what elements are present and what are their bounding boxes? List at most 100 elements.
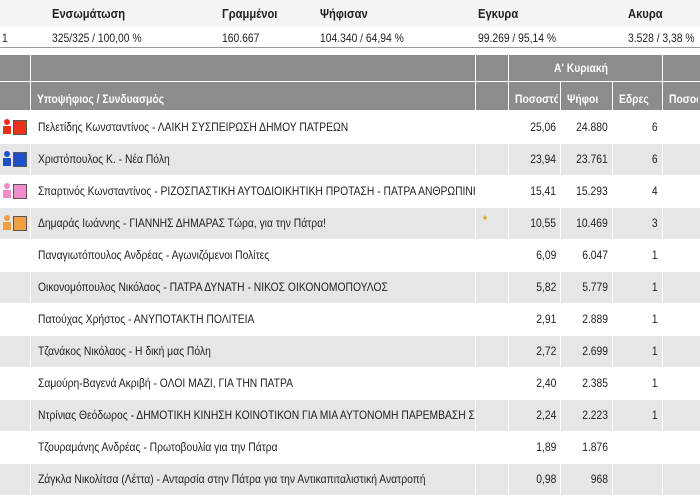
cell-text: 6,09 (535, 248, 556, 262)
table-cell: 1 (613, 304, 662, 335)
table-cell: 2.699 (561, 336, 612, 367)
table-cell (476, 144, 508, 175)
table-cell (663, 112, 700, 143)
summary-header: Ψήφισαν (320, 5, 376, 23)
cell-text: 2,24 (535, 408, 556, 422)
cell-text: Πελετίδης Κωνσταντίνος - ΛΑΙΚΗ ΣΥΣΠΕΙΡΩΣ… (38, 120, 349, 134)
table-cell (663, 400, 700, 431)
table-cell: 1 (613, 368, 662, 399)
cell-text: Ντρίνιας Θεόδωρος - ΔΗΜΟΤΙΚΗ ΚΙΝΗΣΗ ΚΟΙΝ… (38, 408, 475, 422)
table-cell (663, 176, 700, 207)
table-cell: Ντρίνιας Θεόδωρος - ΔΗΜΟΤΙΚΗ ΚΙΝΗΣΗ ΚΟΙΝ… (31, 400, 475, 431)
cell-text: Σπαρτινός Κωνσταντίνος - ΡΙΖΟΣΠΑΣΤΙΚΗ ΑΥ… (38, 184, 475, 198)
cell-text: 25,06 (530, 120, 556, 134)
summary-value: 325/325 / 100,00 % (52, 29, 156, 47)
table-cell: 23.761 (561, 144, 612, 175)
table-cell: 10.469 (561, 208, 612, 239)
table-cell (0, 112, 30, 143)
cell-text: 5,82 (535, 280, 556, 294)
summary-value-text: 104.340 / 64,94 % (320, 31, 404, 45)
table-cell (663, 144, 700, 175)
table-cell: 1 (613, 272, 662, 303)
table-cell (0, 432, 30, 463)
marker: * (483, 213, 488, 227)
table-cell: 2.889 (561, 304, 612, 335)
table-cell: Πελετίδης Κωνσταντίνος - ΛΑΙΚΗ ΣΥΣΠΕΙΡΩΣ… (31, 112, 475, 143)
table-cell: Οικονομόπουλος Νικόλαος - ΠΑΤΡΑ ΔΥΝΑΤΗ -… (31, 272, 475, 303)
cell-text: 10,55 (530, 216, 556, 230)
table-cell (476, 336, 508, 367)
table-cell: * (476, 208, 508, 239)
column-header-text: Ψήφοι (567, 92, 599, 106)
cell-text: 0,98 (535, 472, 556, 486)
table-cell (476, 368, 508, 399)
cell-text: Τζανάκος Νικόλαος - Η δική μας Πόλη (38, 344, 211, 358)
header-cell (31, 55, 475, 81)
header-cell (0, 55, 30, 81)
summary-value: 99.269 / 95,14 % (478, 29, 569, 47)
header-cell (476, 82, 508, 110)
table-cell (663, 432, 700, 463)
group-header-text: Α' Κυριακή (554, 61, 609, 75)
summary-header-bar (0, 0, 700, 26)
cell-text: Δημαράς Ιωάννης - ΓΙΑΝΝΗΣ ΔΗΜΑΡΑΣ Τώρα, … (38, 216, 326, 230)
header-cell (663, 55, 700, 81)
table-cell: 23,94 (509, 144, 560, 175)
table-cell (0, 336, 30, 367)
table-cell: Παναγιωτόπουλος Ανδρέας - Αγωνιζόμενοι Π… (31, 240, 475, 271)
table-cell: 6,09 (509, 240, 560, 271)
cell-text: 1 (652, 344, 658, 358)
table-cell (0, 368, 30, 399)
cell-text: 4 (652, 184, 658, 198)
cell-text: 2.889 (582, 312, 608, 326)
cell-text: 1 (652, 312, 658, 326)
column-header-text: Ποσοστό (515, 92, 558, 106)
summary-header-text: Ψήφισαν (320, 6, 368, 21)
table-cell: Τζουραμάνης Ανδρέας - Πρωτοβουλία για τη… (31, 432, 475, 463)
table-cell: 2,40 (509, 368, 560, 399)
table-cell (476, 464, 508, 495)
table-cell (476, 240, 508, 271)
table-cell: 1 (613, 400, 662, 431)
column-header: Εδρες (619, 82, 660, 110)
table-cell: 24.880 (561, 112, 612, 143)
cell-text: Τζουραμάνης Ανδρέας - Πρωτοβουλία για τη… (38, 440, 278, 454)
table-cell (663, 368, 700, 399)
cell-text: 24.880 (576, 120, 608, 134)
table-cell: 2.223 (561, 400, 612, 431)
summary-value: 1 (2, 29, 9, 47)
table-cell: 2,91 (509, 304, 560, 335)
table-cell (613, 432, 662, 463)
column-header: Ποσοστό (515, 82, 558, 110)
table-cell: 15.293 (561, 176, 612, 207)
cell-text: 2.699 (582, 344, 608, 358)
table-cell (476, 400, 508, 431)
table-cell (663, 464, 700, 495)
column-header: Ψήφοι (567, 82, 610, 110)
table-cell (0, 176, 30, 207)
table-cell (476, 272, 508, 303)
cell-text: 23.761 (576, 152, 608, 166)
header-cell (476, 55, 508, 81)
table-cell: 2.385 (561, 368, 612, 399)
cell-text: 1 (652, 408, 658, 422)
table-cell: Τζανάκος Νικόλαος - Η δική μας Πόλη (31, 336, 475, 367)
table-cell: 15,41 (509, 176, 560, 207)
cell-text: 1.876 (582, 440, 608, 454)
cell-text: 1 (652, 248, 658, 262)
table-cell (663, 304, 700, 335)
table-cell: 1 (613, 240, 662, 271)
summary-value: 104.340 / 64,94 % (320, 29, 417, 47)
cell-text: 3 (652, 216, 658, 230)
table-cell (476, 304, 508, 335)
party-icon (3, 119, 27, 135)
table-cell: 2,24 (509, 400, 560, 431)
table-cell (663, 208, 700, 239)
summary-header: Ενσωμάτωση (52, 5, 137, 23)
table-cell (0, 304, 30, 335)
table-cell: 5.779 (561, 272, 612, 303)
cell-text: Πατούχας Χρήστος - ΑΝΥΠΟΤΑΚΤΗ ΠΟΛΙΤΕΙΑ (38, 312, 255, 326)
group-header: Α' Κυριακή (509, 55, 662, 81)
table-cell (613, 464, 662, 495)
party-icon (3, 215, 27, 231)
